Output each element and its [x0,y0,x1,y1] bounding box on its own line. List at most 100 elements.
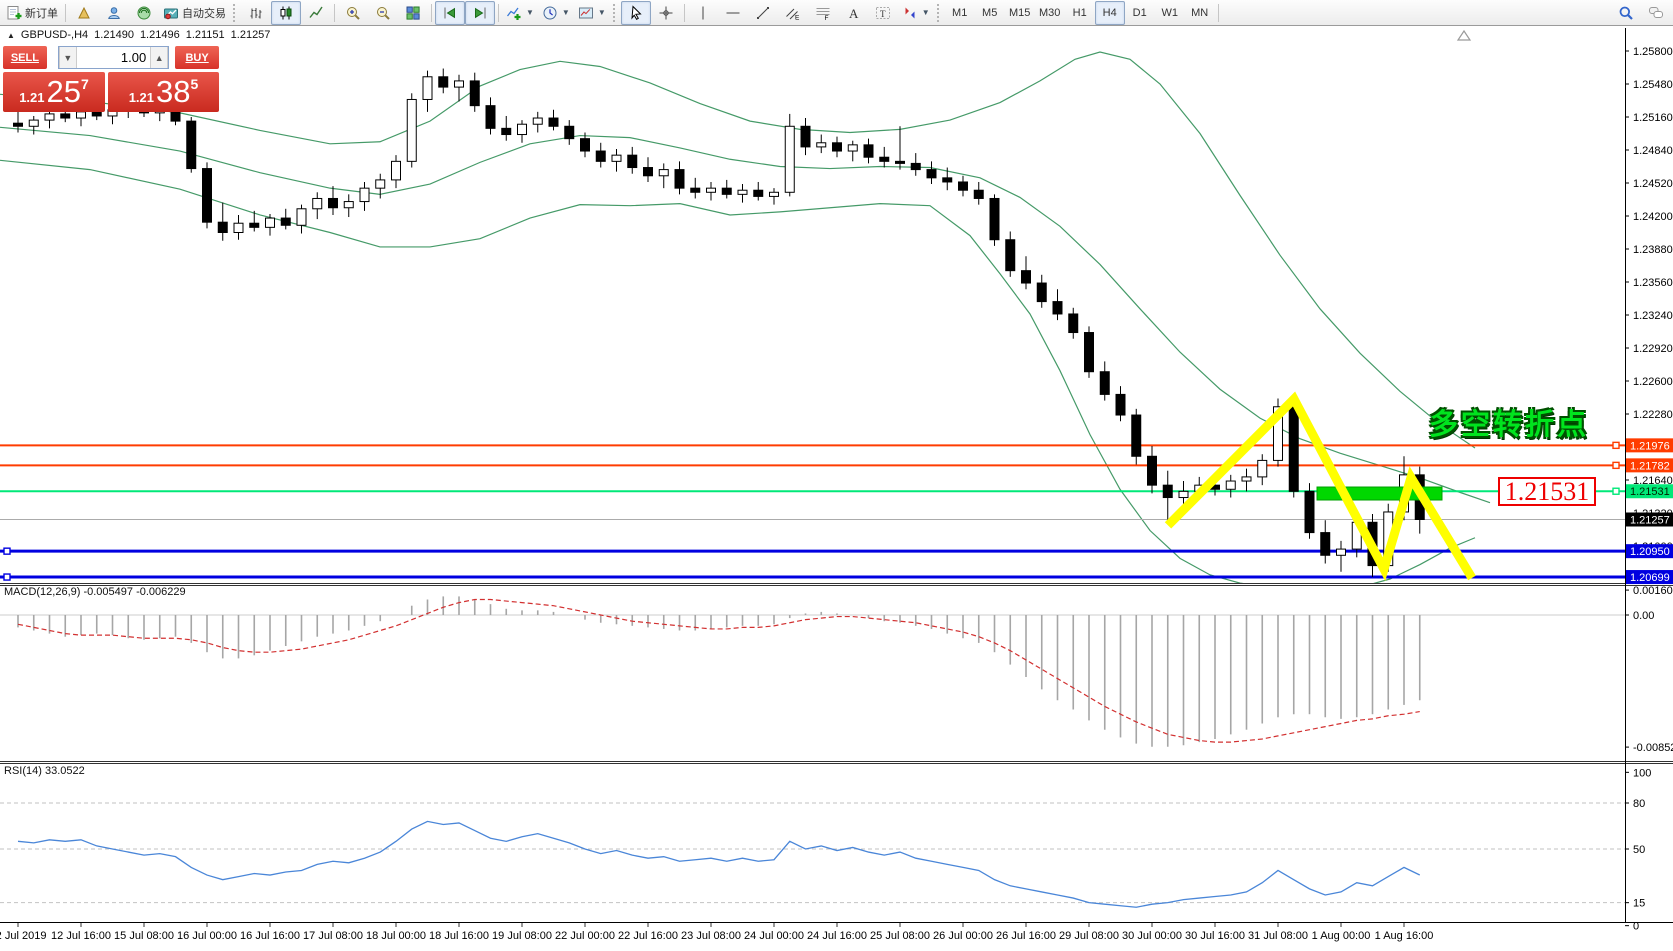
zoom-in-button[interactable] [338,1,368,25]
auto-scroll-button[interactable] [435,0,465,25]
trendline-button[interactable] [748,1,778,25]
autoscroll-icon [442,5,458,21]
candle-body [249,222,260,228]
arrows-button[interactable]: ▼ [898,1,934,25]
tf-mn-button[interactable]: MN [1185,1,1215,25]
candle-body [375,179,386,189]
x-axis-label: 18 Jul 00:00 [366,930,426,942]
volume-input[interactable] [76,47,151,68]
text-label-button[interactable]: T [868,1,898,25]
market-watch-button[interactable] [69,1,99,25]
signals-button[interactable] [129,1,159,25]
candle-body [217,221,228,233]
fibonacci-button[interactable]: F [808,1,838,25]
x-axis-label: 24 Jul 16:00 [807,930,867,942]
candle-body [643,167,653,177]
y-axis-label: 1.25160 [1633,112,1673,124]
tf-w1-button[interactable]: W1 [1155,1,1185,25]
arrows-button-dropdown-arrow[interactable]: ▼ [921,8,930,17]
zoom-out-button[interactable] [368,1,398,25]
toolbar-drag-handle[interactable] [233,3,237,22]
text-button[interactable]: A [838,1,868,25]
level-anchor-marker[interactable] [1612,487,1620,495]
y-axis-label: 1.22920 [1633,343,1673,355]
svg-text:A: A [849,6,859,21]
candlestick-chart-button[interactable] [271,0,301,25]
candle-body [863,144,874,158]
price-callout-box[interactable]: 1.21531 [1498,477,1596,506]
tile-windows-button[interactable] [398,1,428,25]
candle-body [1320,532,1331,556]
buy-button[interactable]: BUY [175,46,219,69]
buy-price-display[interactable]: 1.21 38 5 [108,72,219,112]
level-anchor-marker[interactable] [1612,461,1620,470]
one-click-trading-panel: SELL ▼ ▲ BUY 1.21 25 7 1.21 38 5 [3,46,219,112]
tf-m30-button[interactable]: M30 [1035,1,1065,25]
x-axis-label: 1 Aug 16:00 [1375,930,1434,942]
vertical-line-button[interactable] [688,1,718,25]
periods-button-dropdown-arrow[interactable]: ▼ [561,8,570,17]
main-price-pane[interactable] [0,51,1625,589]
indicators-button[interactable]: ▼ [502,1,538,25]
community-button[interactable] [1641,1,1671,25]
macd-pane[interactable] [0,596,1625,747]
yellow-trend-annotation[interactable] [1164,391,1476,582]
tf-d1-button[interactable]: D1 [1125,1,1155,25]
auto-trading-button[interactable]: 自动交易 [159,1,230,25]
level-anchor-marker[interactable] [3,547,11,555]
toolbar-drag-handle[interactable] [612,3,617,22]
x-axis-label: 15 Jul 08:00 [114,930,174,942]
rsi-pane[interactable] [0,802,1625,908]
tf-h4-button[interactable]: H4 [1094,0,1125,25]
candle-body [1147,455,1157,486]
search-button[interactable] [1611,1,1641,25]
price-level-badge [1626,438,1673,453]
sell-price-display[interactable]: 1.21 25 7 [3,72,105,112]
templates-button-dropdown-arrow[interactable]: ▼ [597,8,606,17]
collapse-trade-panel-arrow[interactable]: ▲ [7,30,15,40]
x-axis-label: 19 Jul 08:00 [492,930,552,942]
horizontal-line-button[interactable] [718,1,748,25]
volume-increase-button[interactable]: ▲ [150,47,169,68]
tf-m15-button[interactable]: M15 [1005,1,1035,25]
chart-shift-button[interactable] [465,0,495,25]
ohlc-close: 1.21257 [230,29,271,41]
bar-chart-button[interactable] [241,1,271,25]
toolbar-drag-handle[interactable] [936,3,941,22]
textA-icon: A [845,5,861,21]
level-anchor-marker[interactable] [3,573,11,581]
price-axis[interactable]: 1.25800 1.25480 1.25160 1.24840 1.24520 1.242… [1625,28,1673,933]
equidistant-channel-button[interactable]: E [778,1,808,25]
level-anchor-marker[interactable] [1612,441,1620,450]
candle-body [91,111,102,117]
pane-splitters[interactable] [0,583,1673,923]
toolbar-separator [334,3,335,22]
y-axis-label: 1.23880 [1633,244,1673,256]
templates-button[interactable]: ▼ [574,1,610,25]
macd-histogram [17,596,1421,747]
sell-button[interactable]: SELL [3,46,47,69]
turning-point-annotation[interactable]: 多空转折点 [1429,407,1590,441]
x-axis-label: 22 Jul 16:00 [618,930,678,942]
volume-decrease-button[interactable]: ▼ [58,47,77,68]
buy-price-sup: 5 [190,76,199,92]
tf-m5-button[interactable]: M5 [975,1,1005,25]
tf-m1-button[interactable]: M1 [945,1,975,25]
line-chart-button[interactable] [301,1,331,25]
candle-body [1273,406,1283,461]
profiles-button[interactable] [99,1,129,25]
toolbar-separator [65,3,66,22]
crosshair-button[interactable] [651,1,681,25]
new-order-button[interactable]: 新订单 [2,1,62,25]
y-axis-label: 1.25800 [1633,46,1673,58]
tf-h1-button[interactable]: H1 [1065,1,1095,25]
cursor-button[interactable] [620,0,651,25]
chart-shift-marker[interactable] [1456,29,1472,41]
y-axis-label: 1.24200 [1633,211,1673,223]
candle-body [359,187,370,203]
indicators-button-dropdown-arrow[interactable]: ▼ [526,8,534,17]
periods-button[interactable]: ▼ [538,1,574,25]
candle-body [28,119,39,127]
